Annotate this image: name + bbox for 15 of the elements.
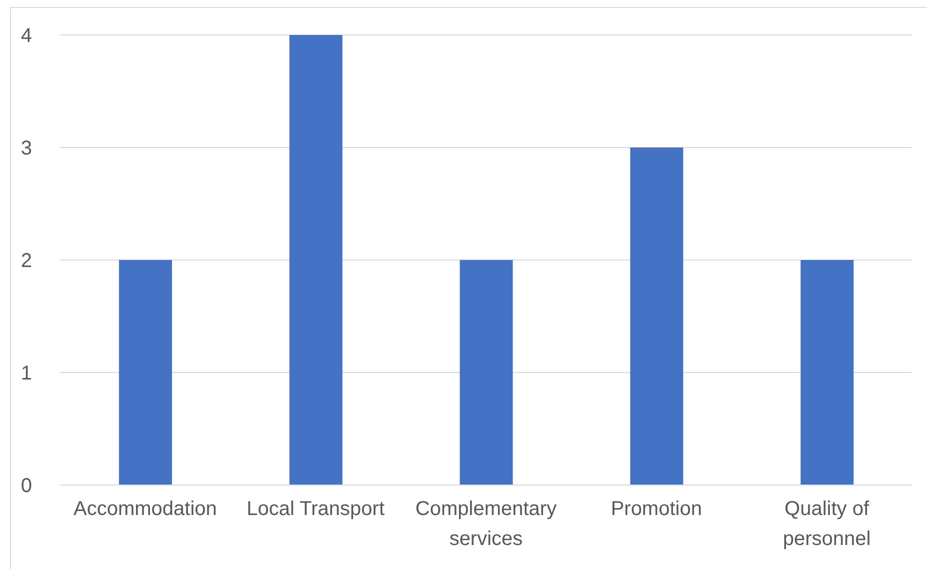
- y-tick-label: 0: [20, 475, 32, 498]
- x-tick-label: Promotion: [610, 498, 702, 520]
- x-tick-label: Local Transport: [246, 498, 385, 520]
- bar: [119, 260, 172, 485]
- x-tick-label: Quality of personnel: [782, 498, 871, 550]
- y-tick-label: 4: [20, 25, 32, 48]
- bar: [630, 148, 684, 485]
- y-tick-label: 1: [20, 362, 32, 385]
- x-tick-label: Complementary services: [415, 498, 557, 550]
- bar: [289, 35, 342, 485]
- bar: [460, 260, 513, 485]
- y-tick-label: 2: [20, 250, 32, 272]
- bar: [800, 260, 854, 485]
- y-tick-label: 3: [20, 138, 32, 160]
- x-tick-label: Accommodation: [73, 498, 217, 520]
